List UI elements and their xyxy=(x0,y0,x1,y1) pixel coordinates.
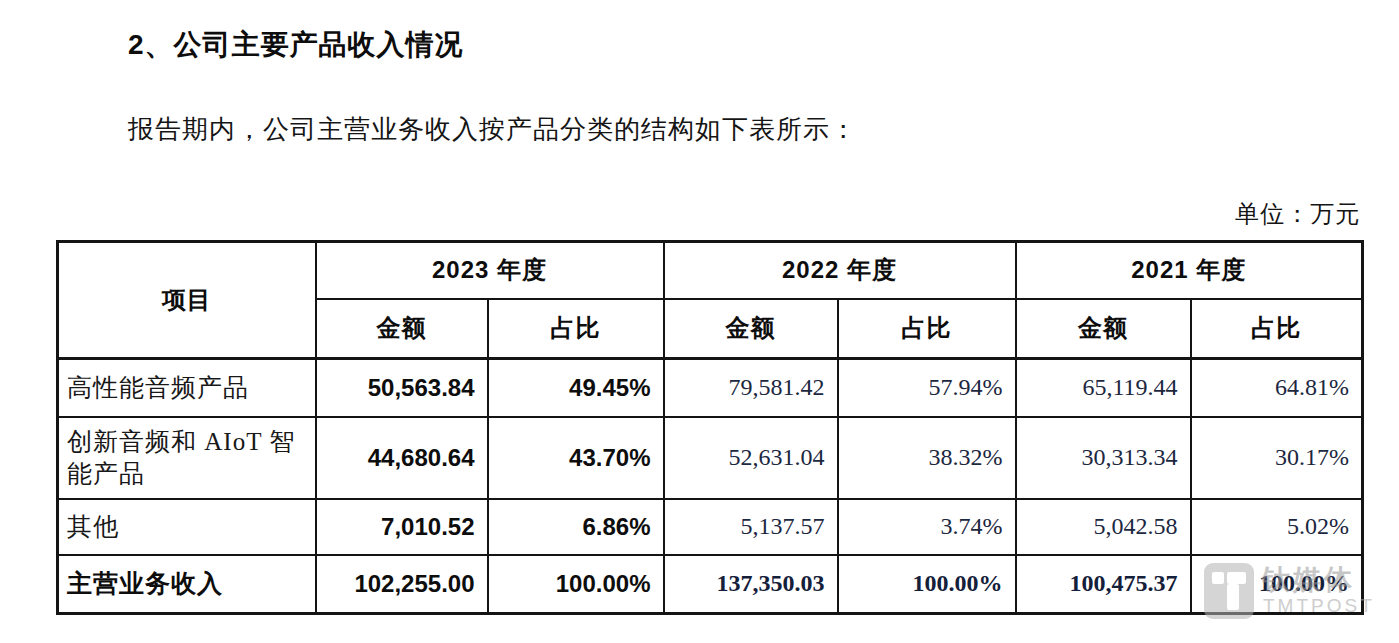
header-year-2022: 2022 年度 xyxy=(664,242,1016,299)
cell-2022-amount: 52,631.04 xyxy=(664,417,838,499)
cell-2022-ratio: 100.00% xyxy=(838,555,1016,614)
table-row-total: 主营业务收入 102,255.00 100.00% 137,350.03 100… xyxy=(58,555,1363,614)
cell-2021-ratio: 5.02% xyxy=(1191,499,1363,555)
cell-2022-amount: 5,137.57 xyxy=(664,499,838,555)
cell-2023-amount: 50,563.84 xyxy=(316,359,488,417)
cell-2021-ratio: 30.17% xyxy=(1191,417,1363,499)
header-year-2023: 2023 年度 xyxy=(316,242,664,299)
table-row: 创新音频和 AIoT 智能产品 44,680.64 43.70% 52,631.… xyxy=(58,417,1363,499)
cell-2022-ratio: 57.94% xyxy=(838,359,1016,417)
table-row: 其他 7,010.52 6.86% 5,137.57 3.74% 5,042.5… xyxy=(58,499,1363,555)
cell-item: 创新音频和 AIoT 智能产品 xyxy=(58,417,316,499)
section-heading: 2、公司主要产品收入情况 xyxy=(128,26,464,64)
header-ratio-2023: 占比 xyxy=(488,299,664,359)
cell-2023-amount: 102,255.00 xyxy=(316,555,488,614)
header-ratio-2021: 占比 xyxy=(1191,299,1363,359)
header-amount-2023: 金额 xyxy=(316,299,488,359)
document-page: 2、公司主要产品收入情况 报告期内，公司主营业务收入按产品分类的结构如下表所示：… xyxy=(0,0,1399,643)
header-year-2021: 2021 年度 xyxy=(1016,242,1363,299)
table-row: 高性能音频产品 50,563.84 49.45% 79,581.42 57.94… xyxy=(58,359,1363,417)
cell-2022-amount: 79,581.42 xyxy=(664,359,838,417)
cell-2022-amount: 137,350.03 xyxy=(664,555,838,614)
unit-label: 单位：万元 xyxy=(1235,198,1360,230)
cell-2021-ratio: 100.00% xyxy=(1191,555,1363,614)
cell-2021-amount: 100,475.37 xyxy=(1016,555,1191,614)
cell-2021-amount: 65,119.44 xyxy=(1016,359,1191,417)
cell-2022-ratio: 3.74% xyxy=(838,499,1016,555)
header-amount-2021: 金额 xyxy=(1016,299,1191,359)
cell-2023-amount: 44,680.64 xyxy=(316,417,488,499)
header-item: 项目 xyxy=(58,242,316,359)
cell-2023-ratio: 49.45% xyxy=(488,359,664,417)
cell-2023-ratio: 6.86% xyxy=(488,499,664,555)
cell-2021-amount: 30,313.34 xyxy=(1016,417,1191,499)
cell-item: 其他 xyxy=(58,499,316,555)
cell-2022-ratio: 38.32% xyxy=(838,417,1016,499)
cell-2023-ratio: 43.70% xyxy=(488,417,664,499)
cell-item: 高性能音频产品 xyxy=(58,359,316,417)
header-ratio-2022: 占比 xyxy=(838,299,1016,359)
cell-2023-ratio: 100.00% xyxy=(488,555,664,614)
cell-item: 主营业务收入 xyxy=(58,555,316,614)
cell-2021-amount: 5,042.58 xyxy=(1016,499,1191,555)
header-amount-2022: 金额 xyxy=(664,299,838,359)
cell-2021-ratio: 64.81% xyxy=(1191,359,1363,417)
revenue-table: 项目 2023 年度 2022 年度 2021 年度 金额 占比 金额 占比 金… xyxy=(56,240,1364,615)
cell-2023-amount: 7,010.52 xyxy=(316,499,488,555)
intro-paragraph: 报告期内，公司主营业务收入按产品分类的结构如下表所示： xyxy=(128,112,857,147)
